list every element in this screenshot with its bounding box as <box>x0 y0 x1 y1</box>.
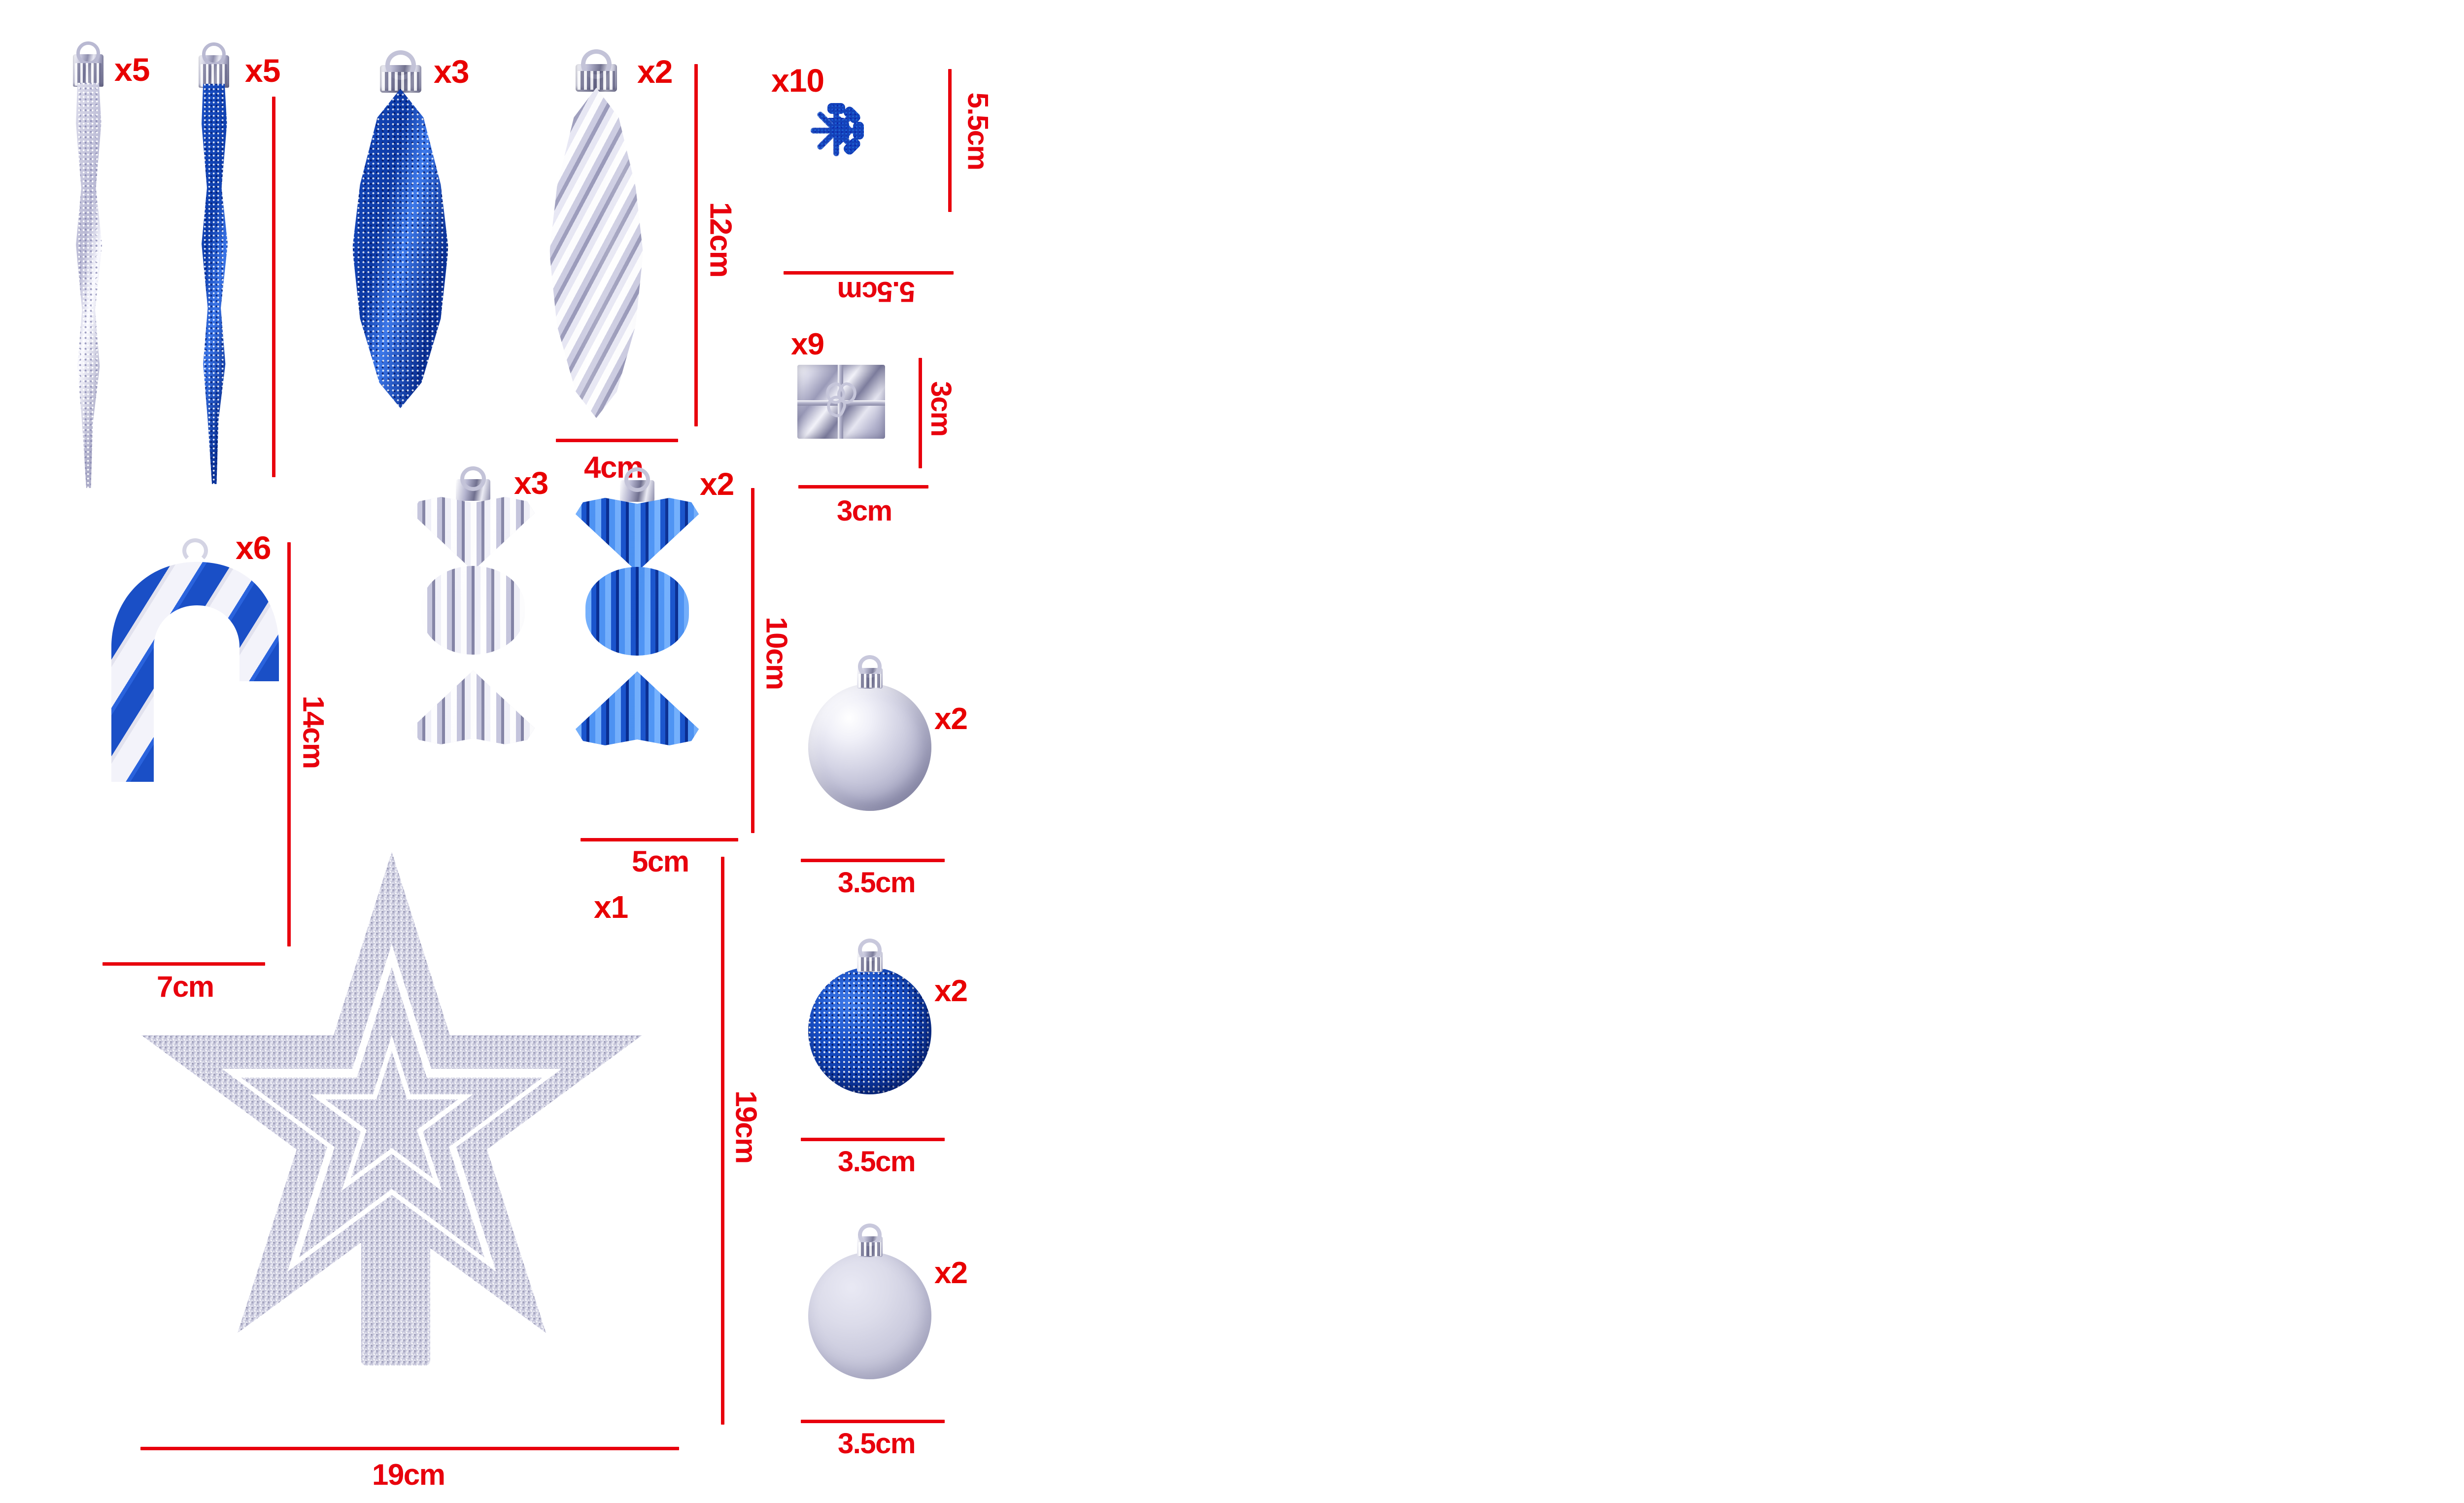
dimension-line-snowflake-width <box>784 271 954 275</box>
ornament-cap-icon <box>620 480 654 502</box>
gift-bow-icon <box>822 380 860 419</box>
dimension-line-bauble1-width <box>801 859 945 862</box>
ornament-bauble-glossy-silver <box>808 668 931 811</box>
dimension-line-finial-height <box>694 64 698 426</box>
dimension-label-gift-width: 3cm <box>837 495 892 527</box>
dimension-label-bauble1-width: 3.5cm <box>838 867 916 899</box>
bonbon-fan-bottom <box>411 670 535 744</box>
dimension-label-bonbon-height: 10cm <box>760 617 793 690</box>
bauble-sphere <box>808 967 931 1094</box>
dimension-label-bauble2-width: 3.5cm <box>838 1146 916 1178</box>
dimension-label-cane-height: 14cm <box>297 696 330 769</box>
dimension-line-finial-width <box>556 439 678 442</box>
dimension-line-star-width <box>140 1447 679 1450</box>
qty-label-bauble-matte: x2 <box>934 1256 968 1290</box>
bonbon-fan-bottom <box>576 671 699 745</box>
dimension-label-snowflake-width: 5.5cm <box>838 276 915 308</box>
qty-label-bonbon-silver: x3 <box>514 465 548 501</box>
bonbon-center <box>585 567 689 656</box>
bauble-sphere <box>808 684 931 811</box>
finial-body <box>549 88 643 418</box>
dimension-line-gift-height <box>919 358 922 468</box>
dimension-label-gift-height: 3cm <box>924 381 957 436</box>
qty-label-icicle-blue: x5 <box>245 52 280 89</box>
dimension-line-bonbon-height <box>751 488 754 833</box>
ornament-finial-silver <box>549 53 643 418</box>
qty-label-bonbon-blue: x2 <box>700 466 734 502</box>
ornament-bonbon-blue <box>576 469 699 745</box>
ornament-star-tree-topper <box>91 838 692 1420</box>
ornament-cap-icon <box>73 54 103 87</box>
dimension-line-cane-width <box>103 962 265 966</box>
ornament-cap-icon <box>857 951 883 972</box>
qty-label-bauble-glossy: x2 <box>934 702 968 736</box>
ornament-cap-icon <box>857 668 883 689</box>
ornament-bonbon-silver <box>411 468 535 744</box>
ornament-bauble-glitter-blue <box>808 951 931 1094</box>
qty-label-gift: x9 <box>791 327 824 361</box>
ornament-cap-icon <box>456 479 490 501</box>
star-topper-svg <box>141 852 642 1365</box>
ornament-bauble-matte-white <box>808 1236 931 1379</box>
dimension-line-icicle-blue <box>272 97 275 477</box>
ornament-candy-cane <box>99 537 292 951</box>
ornament-cap-icon <box>857 1236 883 1257</box>
icicle-body <box>69 83 107 488</box>
qty-label-snowflake: x10 <box>771 62 824 99</box>
dimension-line-bauble3-width <box>801 1420 945 1423</box>
dimension-line-snowflake-height <box>948 69 952 212</box>
qty-label-bauble-glitter: x2 <box>934 974 968 1008</box>
ornament-cap-icon <box>576 64 617 92</box>
dimension-label-bauble3-width: 3.5cm <box>838 1428 916 1460</box>
qty-label-icicle-silver: x5 <box>114 51 150 88</box>
finial-body <box>352 89 448 408</box>
dimension-line-gift-width <box>798 485 928 489</box>
dimension-label-star-width: 19cm <box>372 1458 445 1491</box>
ornament-gift-box <box>797 365 885 439</box>
ornament-finial-blue <box>352 54 448 408</box>
bauble-sphere <box>808 1252 931 1379</box>
qty-label-finial-silver: x2 <box>637 53 673 90</box>
ornament-cap-icon <box>379 65 421 93</box>
dimension-label-cane-width: 7cm <box>157 970 214 1003</box>
dimension-line-cane-height <box>287 542 291 946</box>
snowflake-hub-icon <box>829 124 843 138</box>
dimension-label-finial-height: 12cm <box>703 202 738 278</box>
bonbon-center <box>421 566 525 655</box>
dimension-line-star-height <box>721 857 724 1425</box>
ornament-hook-icon <box>182 538 208 563</box>
dimension-label-star-height: 19cm <box>729 1090 763 1163</box>
gift-ribbon-vertical <box>837 365 843 439</box>
ornament-cap-icon <box>199 55 229 88</box>
qty-label-finial-blue: x3 <box>434 53 469 90</box>
bonbon-fan-top <box>576 498 699 572</box>
ornament-icicle-silver <box>69 54 107 488</box>
dimension-line-bauble2-width <box>801 1138 945 1141</box>
qty-label-cane: x6 <box>236 529 271 566</box>
bonbon-fan-top <box>411 497 535 571</box>
ornament-icicle-blue <box>195 55 233 484</box>
dimension-label-snowflake-height: 5.5cm <box>961 92 994 170</box>
dimension-line-bonbon-width <box>581 838 738 841</box>
qty-label-star: x1 <box>594 889 628 925</box>
dimension-label-bonbon-width: 5cm <box>632 845 689 878</box>
icicle-body <box>195 84 233 484</box>
